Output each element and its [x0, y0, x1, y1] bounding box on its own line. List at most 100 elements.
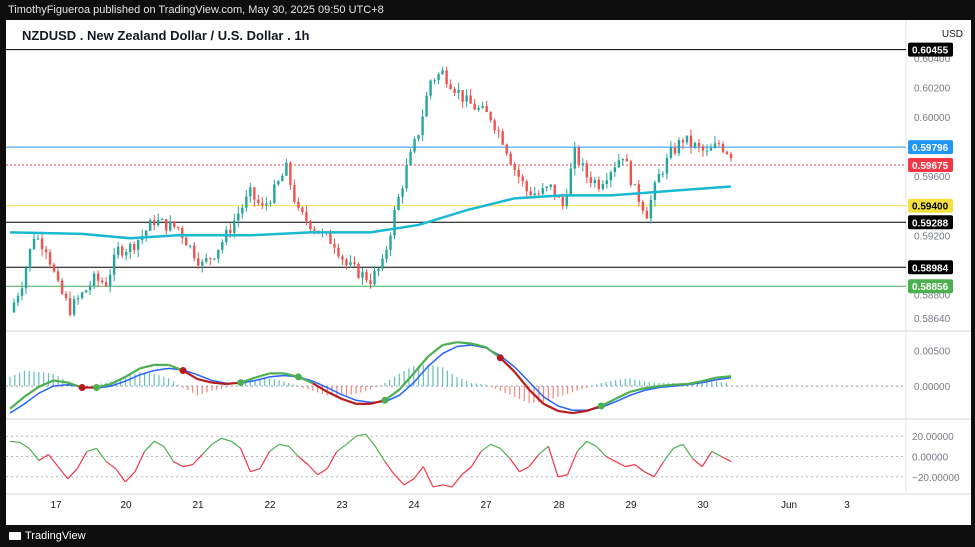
price-tick-label: 0.60000: [914, 113, 951, 124]
candle-body: [68, 298, 72, 315]
macd-line-segment: [615, 390, 631, 400]
chart-canvas[interactable]: 0.60400 0.60200 0.60000 0.59600 0.59200 0.588…: [6, 20, 971, 525]
moving-average-line: [9, 185, 732, 240]
time-axis-label: 22: [264, 500, 276, 511]
time-axis-label: 17: [50, 500, 62, 511]
candle-body: [329, 232, 332, 244]
macd-histogram-bar: [605, 381, 607, 387]
macd-histogram-bar: [624, 378, 626, 387]
candle-body: [609, 172, 613, 181]
candle-body: [213, 258, 216, 260]
candle-body: [429, 80, 432, 96]
cci-line-segment: [528, 454, 540, 468]
macd-line-segment: [197, 377, 213, 384]
cci-line-segment: [298, 456, 309, 466]
macd-histogram-bar: [701, 383, 703, 387]
macd-histogram-bar: [442, 367, 444, 387]
candle-body: [461, 90, 464, 102]
price-tick-label: 0.58800: [914, 290, 951, 301]
candle-body: [629, 161, 633, 186]
candle-body: [509, 153, 512, 165]
candle-body: [253, 187, 256, 200]
macd-line-segment: [326, 390, 343, 400]
cci-line-segment: [336, 443, 347, 452]
candle-body: [617, 160, 621, 168]
macd-histogram-bar: [528, 386, 530, 404]
candle-body: [705, 150, 709, 152]
time-axis-label: 27: [480, 500, 492, 511]
macd-histogram-bar: [576, 386, 578, 391]
macd-line-segment: [673, 382, 688, 386]
macd-histogram-bar: [341, 386, 343, 396]
candle-body: [517, 169, 520, 177]
candle-body: [148, 220, 152, 231]
macd-histogram-bar: [201, 386, 203, 394]
candle-body: [209, 258, 212, 260]
candle-body: [341, 256, 344, 260]
macd-histogram-bar: [374, 386, 376, 388]
chart-panel[interactable]: NZDUSD . New Zealand Dollar / U.S. Dolla…: [6, 20, 971, 525]
macd-cross-dot: [496, 354, 504, 362]
candle-body: [277, 181, 280, 185]
price-tick-label: 0.60200: [914, 83, 951, 94]
macd-histogram-bar: [595, 384, 598, 387]
price-level-tag: [908, 158, 953, 173]
macd-line-segment: [513, 371, 530, 391]
macd-histogram-bar: [398, 373, 400, 387]
macd-line-segment: [471, 342, 487, 349]
candle-body: [80, 292, 84, 299]
cci-line-segment: [519, 466, 530, 473]
candle-body: [337, 247, 340, 257]
price-level-tag-label: 0.58856: [912, 282, 949, 293]
candle-body: [261, 203, 264, 206]
macd-histogram-bar: [216, 386, 218, 390]
candle-body: [24, 268, 28, 289]
macd-histogram-bar: [148, 373, 150, 387]
macd-histogram-bar: [566, 386, 569, 394]
macd-histogram-bar: [403, 371, 405, 387]
candle-body: [132, 243, 136, 250]
macd-histogram-bar: [490, 386, 492, 387]
cci-line-segment: [586, 440, 597, 447]
candle-body: [613, 167, 617, 173]
candle-body: [397, 196, 400, 210]
candle-body: [493, 120, 496, 131]
cci-line-segment: [163, 446, 174, 462]
macd-histogram-bar: [499, 386, 501, 391]
candle-body: [273, 184, 276, 203]
candle-body: [449, 84, 452, 90]
macd-line-segment: [572, 409, 587, 415]
time-axis-label: 24: [408, 500, 420, 511]
candle-body: [645, 210, 649, 219]
candle-body: [257, 199, 260, 204]
candle-body: [72, 299, 76, 315]
macd-histogram-bar: [9, 376, 11, 387]
candle-body: [537, 193, 540, 195]
macd-histogram-bar: [509, 386, 511, 395]
cci-line-segment: [105, 461, 117, 470]
macd-histogram-bar: [192, 386, 194, 393]
macd-histogram-bar: [158, 375, 160, 387]
macd-line-segment: [658, 383, 674, 388]
macd-cross-dot: [78, 384, 86, 392]
candle-body: [593, 179, 597, 183]
candle-body: [657, 173, 661, 183]
macd-histogram-bar: [643, 381, 646, 387]
macd-histogram-bar: [23, 370, 26, 387]
currency-label[interactable]: USD: [941, 29, 963, 40]
macd-histogram-bar: [562, 386, 564, 396]
candle-body: [205, 258, 208, 262]
cci-line-segment: [67, 468, 78, 480]
macd-histogram-bar: [586, 386, 588, 388]
macd-histogram-bar: [417, 365, 420, 387]
macd-histogram-bar: [384, 383, 386, 387]
candle-body: [60, 280, 64, 294]
candle-body: [709, 147, 713, 151]
candle-body: [269, 202, 272, 204]
candle-body: [169, 221, 172, 231]
candle-body: [285, 162, 288, 176]
candle-body: [681, 140, 685, 143]
macd-histogram-bar: [86, 386, 88, 387]
macd-cross-dot: [294, 373, 302, 381]
macd-histogram-bar: [715, 381, 718, 387]
